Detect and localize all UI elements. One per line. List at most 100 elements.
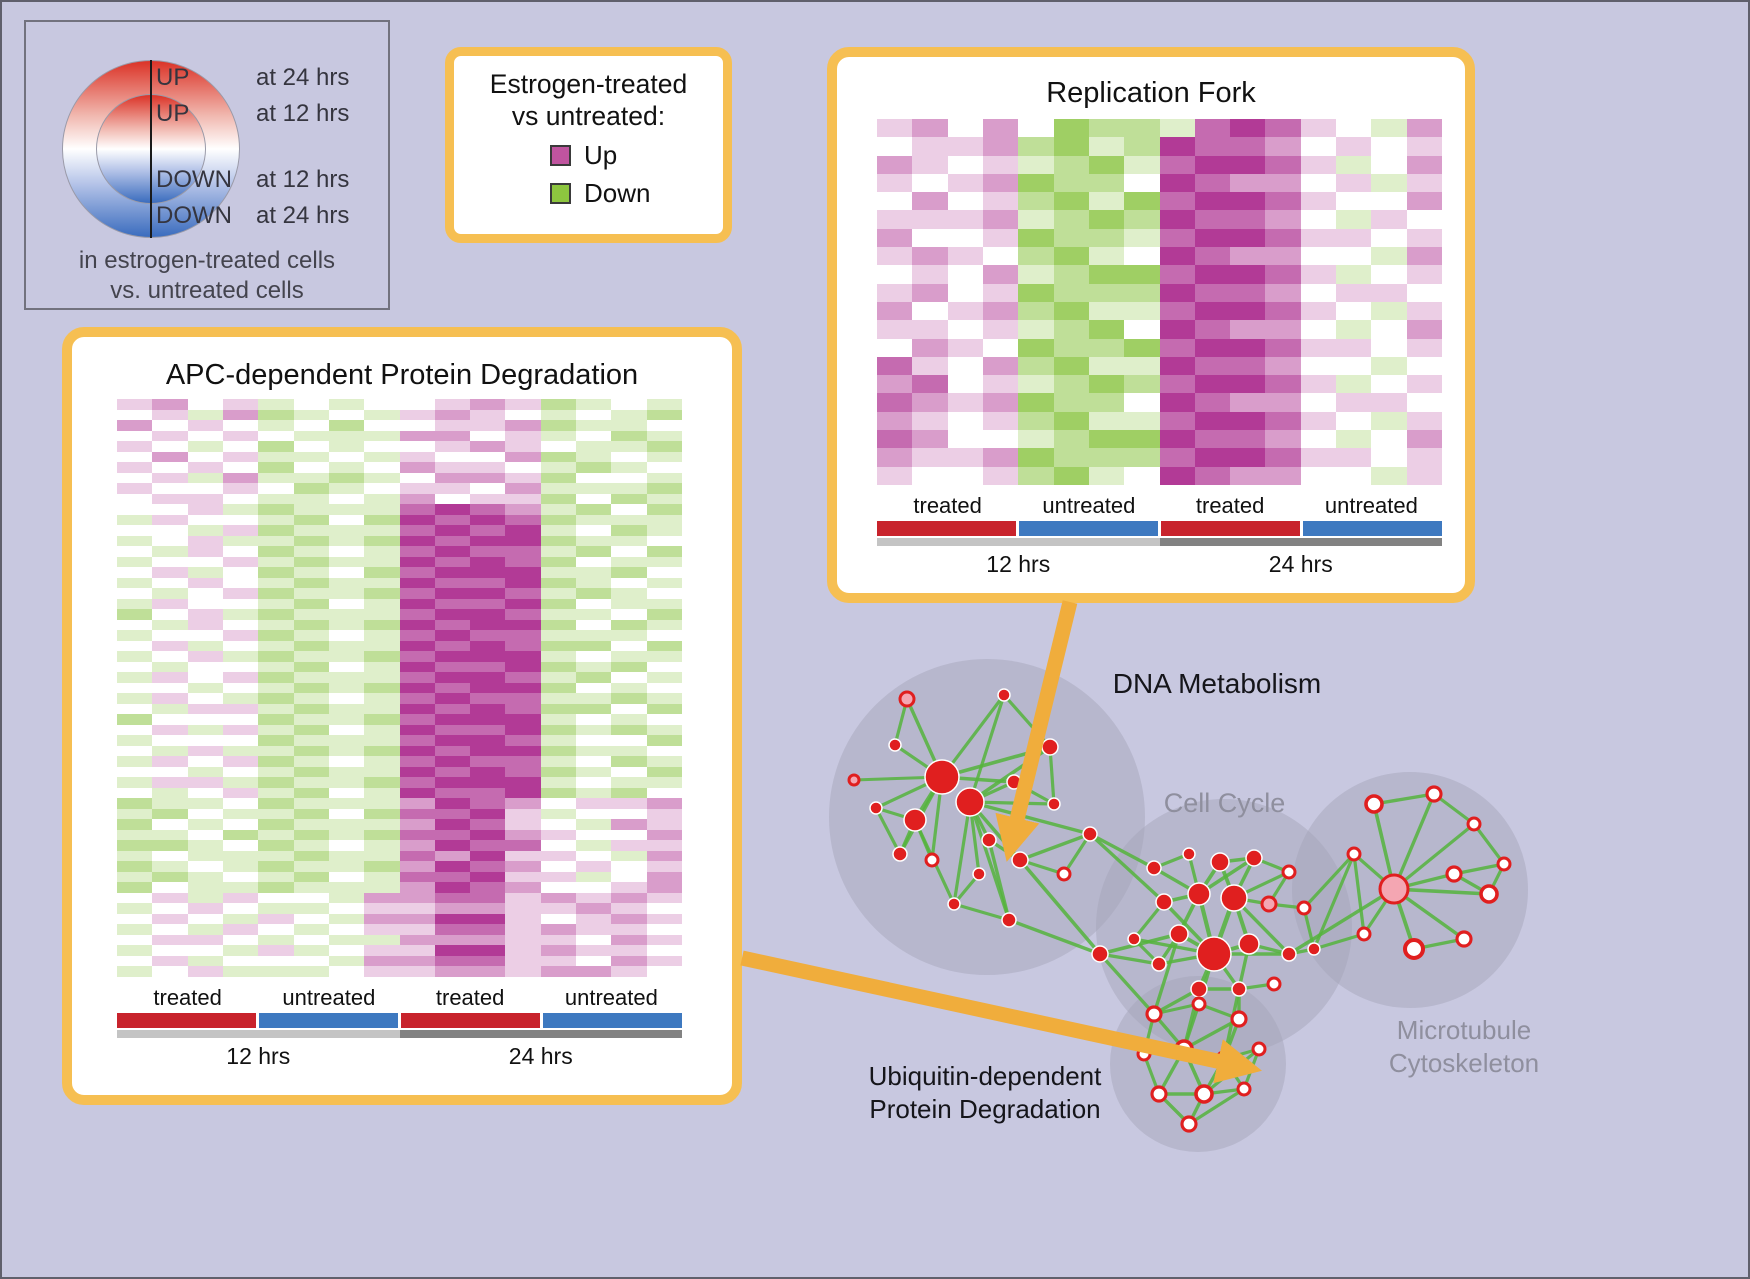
- heatmap-cell: [293, 892, 329, 904]
- heatmap-cell: [117, 777, 153, 788]
- heatmap-cell: [505, 871, 541, 883]
- regulation-direction: DOWN: [156, 202, 232, 229]
- heatmap-cell: [328, 840, 365, 851]
- heatmap-cell: [399, 462, 435, 473]
- network-edge: [1232, 896, 1291, 956]
- network-edge: [1413, 937, 1465, 951]
- heatmap-cell: [576, 808, 612, 820]
- heatmap-cell: [399, 829, 435, 841]
- network-edge: [1157, 933, 1181, 965]
- heatmap-cell: [912, 283, 948, 302]
- gene-node-up: [1011, 851, 1029, 869]
- heatmap-cell: [540, 735, 577, 746]
- heatmap-cell: [1300, 119, 1337, 138]
- heatmap-cell: [187, 535, 223, 547]
- heatmap-cell: [258, 871, 294, 883]
- gene-node-pink: [1260, 895, 1278, 913]
- heatmap-cell: [947, 119, 983, 138]
- heatmap-cell: [117, 472, 153, 484]
- heatmap-cell: [434, 462, 471, 473]
- heatmap-cell: [505, 766, 541, 778]
- heatmap-cell: [222, 567, 259, 578]
- heatmap-cell: [1265, 192, 1301, 211]
- regulation-time: at 12 hrs: [256, 166, 350, 193]
- heatmap-cell: [1230, 393, 1266, 412]
- heatmap-cell: [152, 808, 188, 820]
- heatmap-cell: [1088, 210, 1125, 229]
- heatmap-cell: [646, 903, 682, 914]
- heatmap-cell: [576, 630, 612, 641]
- gene-node-ring: [1425, 785, 1443, 803]
- heatmap-cell: [187, 598, 223, 610]
- heatmap-cell: [187, 798, 223, 809]
- heatmap-cell: [328, 567, 365, 578]
- heatmap-cell: [328, 546, 365, 557]
- heatmap-cell: [540, 640, 577, 652]
- heatmap-cell: [505, 535, 541, 547]
- heatmap-cell: [328, 598, 365, 610]
- heatmap-cell: [1265, 210, 1301, 229]
- heatmap-cell: [1124, 466, 1160, 485]
- heatmap-cell: [1371, 430, 1407, 449]
- heatmap-cell: [399, 682, 435, 694]
- heatmap-cell: [258, 420, 294, 431]
- heatmap-cell: [222, 798, 259, 809]
- heatmap-cell: [470, 672, 506, 683]
- heatmap-cell: [540, 609, 577, 620]
- network-edge: [1158, 952, 1215, 966]
- heatmap-cell: [1194, 173, 1231, 193]
- heatmap-cell: [470, 945, 506, 956]
- heatmap-cell: [611, 966, 647, 977]
- regulation-footer: in estrogen-treated cells vs. untreated …: [26, 246, 388, 306]
- heatmap-cell: [947, 448, 983, 467]
- heatmap-cell: [222, 850, 259, 862]
- heatmap-cell: [399, 945, 435, 956]
- heatmap-cell: [540, 567, 577, 578]
- heatmap-cell: [540, 903, 577, 914]
- heatmap-cell: [947, 137, 983, 156]
- heatmap-cell: [576, 651, 612, 662]
- heatmap-cell: [293, 903, 329, 914]
- heatmap-cell: [1088, 192, 1125, 211]
- heatmap-cell: [328, 882, 365, 893]
- heatmap-cell: [470, 829, 506, 841]
- heatmap-cell: [187, 682, 223, 694]
- heatmap-cell: [293, 808, 329, 820]
- heatmap-cell: [646, 409, 682, 421]
- gene-node-ring: [1150, 1085, 1168, 1103]
- heatmap-cell: [364, 777, 400, 788]
- heatmap-cell: [258, 535, 294, 547]
- gene-node-up: [1231, 981, 1247, 997]
- heatmap-cell: [1265, 155, 1301, 174]
- heatmap-cell: [258, 640, 294, 652]
- treated-bar: [877, 521, 1016, 536]
- heatmap-cell: [1336, 375, 1372, 394]
- heatmap-cell: [646, 714, 682, 725]
- group-label: untreated: [564, 985, 658, 1010]
- heatmap-cell: [912, 320, 948, 339]
- heatmap-cell: [982, 192, 1019, 211]
- heatmap-cell: [328, 430, 365, 442]
- heatmap-cell: [364, 630, 400, 641]
- heatmap-cell: [1053, 247, 1089, 266]
- heatmap-cell: [434, 651, 471, 662]
- heatmap-cell: [877, 210, 913, 229]
- heatmap-cell: [1300, 192, 1337, 211]
- heatmap-cell: [117, 871, 153, 883]
- heatmap-cell: [152, 924, 188, 935]
- heatmap-cell: [152, 546, 188, 557]
- heatmap-cell: [187, 819, 223, 830]
- heatmap-cell: [293, 819, 329, 830]
- network-edge: [1162, 900, 1216, 956]
- heatmap-cell: [576, 892, 612, 904]
- network-edge: [1393, 887, 1465, 941]
- heatmap-cell: [222, 966, 259, 977]
- heatmap-cell: [1265, 375, 1301, 394]
- heatmap-cell: [117, 766, 153, 778]
- heatmap-cell: [364, 735, 400, 746]
- heatmap-cell: [611, 735, 647, 746]
- heatmap-cell: [293, 871, 329, 883]
- network-edge: [969, 780, 1015, 804]
- heatmap-cell: [293, 966, 329, 977]
- gene-node-ring: [1402, 937, 1426, 961]
